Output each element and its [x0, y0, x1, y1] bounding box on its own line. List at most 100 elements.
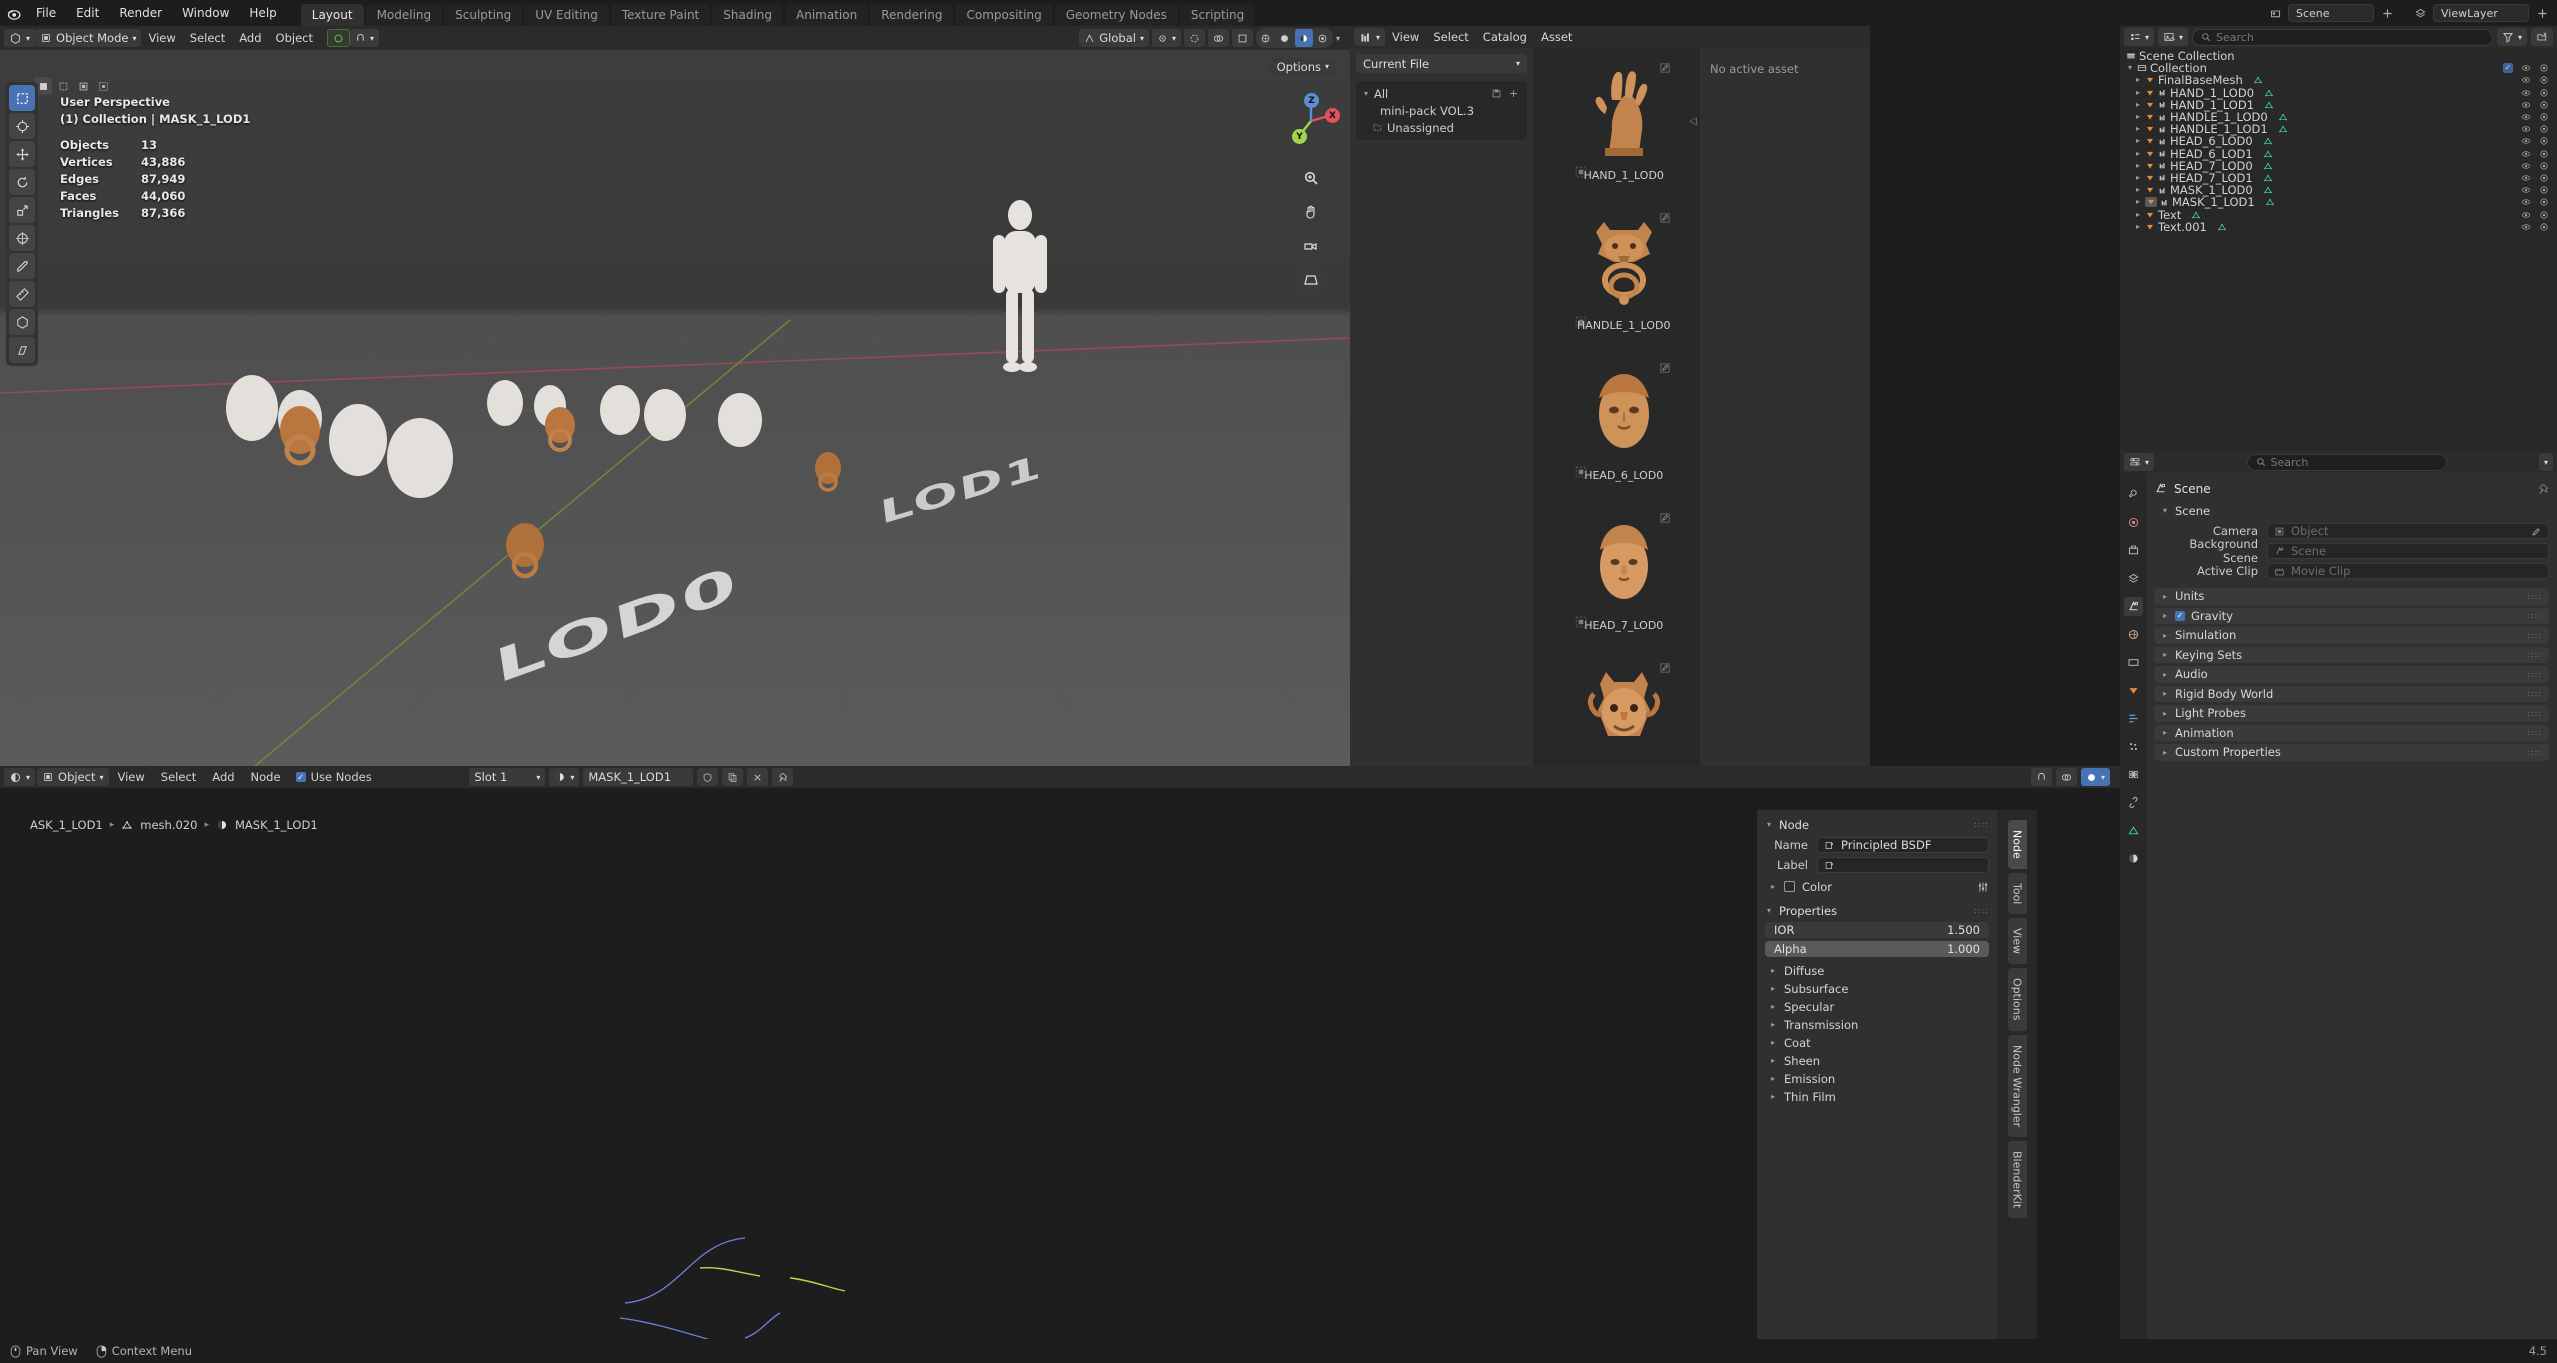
outliner-row-scene-collection[interactable]: Scene Collection — [2120, 50, 2557, 62]
asset-item[interactable]: MASK_1_LOD0 — [1547, 658, 1701, 766]
rendered-shading-icon[interactable] — [1314, 29, 1332, 47]
outliner-row-object[interactable]: ▸ HEAD_6_LOD1 — [2120, 148, 2557, 160]
blender-logo-icon[interactable] — [0, 0, 26, 26]
new-collection-icon[interactable] — [2531, 28, 2553, 46]
outliner-row-object-selected[interactable]: ▸ MASK_1_LOD1 — [2120, 196, 2557, 208]
background-scene-field[interactable]: Scene — [2267, 543, 2549, 559]
chevron-right-icon[interactable]: ▸ — [2135, 160, 2140, 170]
material-slot-dropdown[interactable]: Slot 1 ▾ — [469, 768, 546, 786]
overlays-icon[interactable] — [2055, 768, 2077, 786]
camera-view-icon[interactable] — [1297, 232, 1325, 260]
accordion-diffuse[interactable]: ▸ Diffuse — [1765, 963, 1989, 978]
menu-file[interactable]: File — [36, 6, 57, 20]
gizmo-axis-y[interactable]: Y — [1292, 129, 1307, 144]
chevron-right-icon[interactable]: ▸ — [1770, 1020, 1775, 1029]
drag-handle[interactable]: :::: — [2527, 708, 2542, 718]
chevron-right-icon[interactable]: ▸ — [1770, 1038, 1775, 1047]
catalog-row-unassigned[interactable]: Unassigned — [1358, 119, 1525, 136]
eye-icon[interactable] — [2521, 210, 2531, 220]
node-name-field[interactable]: Principled BSDF — [1817, 837, 1989, 853]
editor-type-shader-icon[interactable]: ▾ — [4, 768, 36, 786]
asset-sidebar-collapse-arrow[interactable]: ◁ — [1689, 115, 1697, 127]
new-scene-icon[interactable] — [2380, 6, 2394, 20]
new-view-layer-icon[interactable] — [2535, 6, 2549, 20]
asset-item[interactable]: HAND_1_LOD0 — [1547, 58, 1701, 204]
overlays-toggle[interactable] — [1207, 29, 1229, 47]
catalog-row-mini-pack[interactable]: mini-pack VOL.3 — [1358, 102, 1525, 119]
eye-icon[interactable] — [2521, 124, 2531, 134]
node-label-field[interactable] — [1817, 857, 1989, 873]
node-section-header[interactable]: ▾ Node :::: — [1765, 816, 1989, 833]
outliner-row-object[interactable]: ▸ MASK_1_LOD0 — [2120, 184, 2557, 196]
workspace-tab-shading[interactable]: Shading — [712, 4, 783, 26]
select-lasso-icon[interactable] — [74, 77, 92, 95]
section-keying-sets[interactable]: ▸ Keying Sets :::: — [2154, 646, 2549, 663]
scale-tool-icon[interactable] — [9, 197, 35, 223]
copy-material-icon[interactable] — [722, 768, 744, 786]
view-layer-name-field[interactable]: ViewLayer — [2433, 4, 2529, 22]
accordion-subsurface[interactable]: ▸ Subsurface — [1765, 981, 1989, 996]
modifier-tab-icon[interactable] — [2124, 709, 2143, 728]
wireframe-shading-icon[interactable] — [1257, 29, 1275, 47]
collection-tab-icon[interactable] — [2124, 653, 2143, 672]
pin-icon[interactable] — [2537, 483, 2549, 495]
add-catalog-icon[interactable] — [1508, 88, 1519, 99]
drag-handle[interactable]: :::: — [2527, 591, 2542, 601]
outliner-row-object[interactable]: ▸ Text — [2120, 208, 2557, 221]
chevron-right-icon[interactable]: ▸ — [1770, 882, 1775, 891]
accordion-emission[interactable]: ▸ Emission — [1765, 1071, 1989, 1086]
menu-help[interactable]: Help — [249, 6, 277, 20]
accordion-transmission[interactable]: ▸ Transmission — [1765, 1017, 1989, 1032]
drag-handle[interactable]: :::: — [1974, 906, 1989, 915]
add-cube-tool-icon[interactable] — [9, 309, 35, 335]
properties-search-input[interactable]: Search — [2246, 453, 2447, 471]
workspace-tab-layout[interactable]: Layout — [300, 4, 364, 26]
save-catalog-icon[interactable] — [1491, 88, 1502, 99]
transform-tool-icon[interactable] — [9, 225, 35, 251]
drag-handle[interactable]: :::: — [2527, 650, 2542, 660]
interaction-mode-dropdown[interactable]: Object Mode ▾ — [35, 29, 142, 47]
chevron-right-icon[interactable]: ▸ — [2162, 611, 2167, 621]
drag-handle[interactable]: :::: — [2527, 611, 2542, 621]
eye-icon[interactable] — [2521, 63, 2531, 73]
filter-icon[interactable]: ▾ — [2496, 28, 2527, 46]
viewport-canvas[interactable]: LOD1 LOD0 — [0, 50, 1350, 766]
material-preview-icon[interactable] — [1294, 29, 1313, 47]
annotate-tool-icon[interactable] — [9, 253, 35, 279]
gizmo-axis-x[interactable]: X — [1325, 108, 1340, 123]
chevron-right-icon[interactable]: ▸ — [1770, 1074, 1775, 1083]
chevron-right-icon[interactable]: ▸ — [1770, 1092, 1775, 1101]
chevron-right-icon[interactable]: ▸ — [2162, 630, 2167, 640]
chevron-right-icon[interactable]: ▸ — [2135, 124, 2140, 134]
workspace-tab-sculpting[interactable]: Sculpting — [444, 4, 523, 26]
chevron-right-icon[interactable]: ▸ — [2135, 148, 2140, 158]
chevron-right-icon[interactable]: ▸ — [1770, 1002, 1775, 1011]
camera-render-icon[interactable] — [2539, 149, 2549, 159]
eye-icon[interactable] — [2521, 222, 2531, 232]
cursor-tool-icon[interactable] — [9, 113, 35, 139]
section-light-probes[interactable]: ▸ Light Probes :::: — [2154, 705, 2549, 722]
edit-asset-icon[interactable] — [1659, 362, 1671, 374]
sliders-icon[interactable] — [1977, 881, 1989, 893]
scene-panel-header[interactable]: ▾ Scene — [2154, 502, 2549, 519]
viewport-menu-add[interactable]: Add — [239, 31, 262, 45]
workspace-tab-geometry-nodes[interactable]: Geometry Nodes — [1054, 4, 1178, 26]
outliner-row-collection[interactable]: ▾ Collection ✓ — [2120, 62, 2557, 74]
browse-material-icon[interactable]: ▾ — [549, 768, 580, 786]
outliner-row-object[interactable]: ▸ Text.001 — [2120, 221, 2557, 233]
eye-icon[interactable] — [2521, 197, 2531, 207]
scene-tab-icon[interactable] — [2123, 597, 2143, 616]
shader-type-dropdown[interactable]: Object ▾ — [37, 768, 109, 786]
transform-orientation-dropdown[interactable]: Global ▾ — [1079, 29, 1149, 47]
toggle-perspective-icon[interactable] — [1297, 266, 1325, 294]
asset-library-dropdown[interactable]: Current File ▾ — [1356, 54, 1527, 73]
eye-icon[interactable] — [2521, 173, 2531, 183]
menu-render[interactable]: Render — [119, 6, 163, 20]
chevron-right-icon[interactable]: ▸ — [2135, 87, 2140, 97]
camera-render-icon[interactable] — [2539, 161, 2549, 171]
drag-handle[interactable]: :::: — [2527, 689, 2542, 699]
outliner-tree[interactable]: Scene Collection ▾ Collection ✓ ▸ FinalB… — [2120, 48, 2557, 235]
node-color-row[interactable]: ▸ Color — [1765, 879, 1989, 894]
sidebar-tab-options[interactable]: Options — [2007, 968, 2027, 1031]
edit-asset-icon[interactable] — [1659, 62, 1671, 74]
